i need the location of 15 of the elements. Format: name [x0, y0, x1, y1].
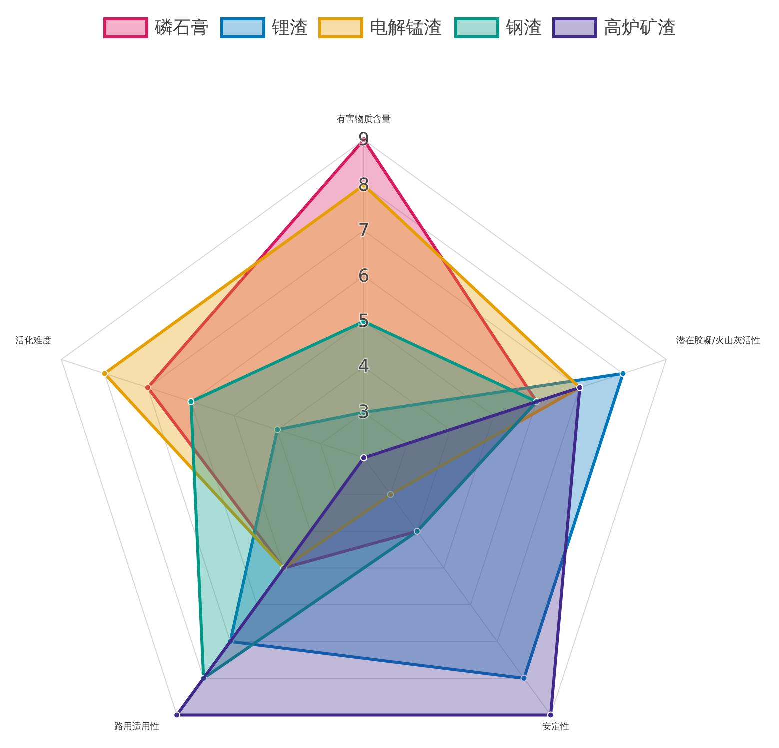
y-tick-label: 4: [358, 356, 370, 378]
legend-label: 电解锰渣: [370, 18, 442, 38]
legend-label: 锂渣: [271, 18, 308, 38]
spoke-label: 安定性: [542, 721, 570, 732]
y-tick-label: 5: [358, 311, 370, 332]
spoke-label: 潜在胶凝/火山灰活性: [676, 336, 760, 347]
y-tick-label: 6: [358, 266, 370, 287]
spoke-label: 路用适用性: [114, 721, 160, 732]
spoke-label: 有害物质含量: [337, 114, 391, 125]
spoke-label: 活化难度: [16, 336, 52, 347]
legend-label: 钢渣: [505, 18, 542, 38]
y-tick-label: 8: [358, 174, 370, 196]
legend-label: 高炉矿渣: [604, 18, 676, 38]
y-tick-label: 7: [358, 220, 370, 242]
legend-label: 磷石膏: [154, 18, 209, 38]
